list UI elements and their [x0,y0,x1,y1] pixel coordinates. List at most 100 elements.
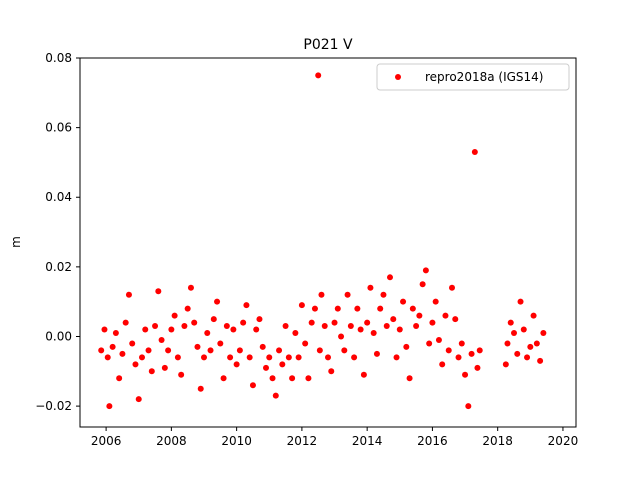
data-point [540,330,547,337]
data-point [109,343,116,350]
data-point [181,323,188,330]
data-point [347,323,354,330]
data-point [223,323,230,330]
data-point [263,364,269,371]
data-point [429,319,436,326]
data-point [292,330,299,337]
data-point [98,347,105,354]
data-point [204,330,211,337]
data-point [502,361,509,368]
data-point [266,354,273,361]
data-point [243,302,250,309]
x-tick-label: 2008 [156,434,187,448]
chart-title: P021 V [303,37,353,53]
data-point [161,364,168,371]
data-point [530,312,537,319]
data-point [315,72,322,79]
data-point [311,305,318,312]
data-point [230,326,237,333]
data-point [165,347,172,354]
data-point [422,267,429,274]
data-point [406,375,413,382]
y-tick-label: 0.00 [45,329,72,343]
data-point [158,336,165,343]
data-point [354,305,361,312]
data-point [298,302,305,309]
data-point [112,330,119,337]
data-point [468,350,475,357]
data-point [338,333,345,340]
y-tick-label: 0.08 [45,51,72,65]
data-point [197,385,204,392]
data-point [191,319,198,326]
data-point [321,323,328,330]
data-point [520,326,527,333]
data-point [142,326,149,333]
data-point [316,347,323,354]
data-point [210,316,217,323]
data-point [132,361,139,368]
data-point [419,281,426,288]
data-point [318,291,325,298]
data-point [155,288,162,295]
x-tick-label: 2012 [287,434,318,448]
data-point [432,298,439,305]
data-point [168,326,175,333]
y-axis-ticks: −0.02 0.00 0.02 0.04 0.06 0.08 [35,51,80,413]
data-point [383,323,390,330]
data-point [357,326,364,333]
x-axis-ticks: 2006 2008 2010 2012 2014 2016 2018 2020 [91,427,578,448]
data-point [246,354,253,361]
data-point [527,343,534,350]
data-point [387,274,393,281]
x-tick-label: 2006 [91,434,122,448]
data-point [511,330,517,337]
data-point [426,340,433,347]
data-point [178,371,185,378]
data-point [145,347,152,354]
data-point [344,291,351,298]
data-point [227,354,234,361]
data-point [240,319,247,326]
data-point [455,354,462,361]
data-point [220,375,227,382]
data-point [106,403,113,410]
data-point [174,354,181,361]
data-point [308,319,315,326]
data-point [458,340,465,347]
data-point [396,326,403,333]
legend-marker [395,74,401,80]
data-point [409,305,416,312]
data-point [377,305,384,312]
data-point [367,284,374,291]
data-point [119,350,126,357]
data-point [462,371,469,378]
data-point [393,354,400,361]
data-point [171,312,178,319]
data-point [403,343,410,350]
x-tick-label: 2014 [352,434,383,448]
data-point [328,368,335,375]
data-point [236,347,243,354]
data-point [514,350,521,357]
data-point [373,350,380,357]
y-axis-label: m [9,236,23,248]
data-point [537,357,544,364]
data-point [390,316,397,323]
data-point [517,298,524,305]
data-point [233,361,240,368]
data-point [148,368,155,375]
data-point [524,354,531,361]
data-point [279,361,286,368]
data-point [289,375,296,382]
data-point [325,354,331,361]
data-point [201,354,207,361]
x-tick-label: 2010 [221,434,252,448]
data-point [442,312,449,319]
x-tick-label: 2020 [548,434,579,448]
data-points [98,72,547,410]
data-point [435,336,442,343]
data-point [504,340,511,347]
data-point [272,392,279,399]
